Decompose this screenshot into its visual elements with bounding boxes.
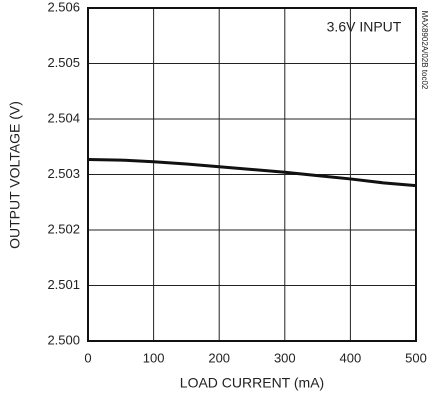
y-tick-label: 2.506 [47,0,80,14]
x-tick-label: 400 [340,350,362,365]
plot-frame [87,7,417,342]
x-tick-label: 200 [208,350,230,365]
y-tick-label: 2.505 [47,55,80,70]
data-line [87,158,417,188]
x-axis-label: LOAD CURRENT (mA) [180,375,324,391]
y-tick-label: 2.500 [47,332,80,347]
y-axis-label: OUTPUT VOLTAGE (V) [7,101,23,249]
y-tick-label: 2.501 [47,277,80,292]
x-tick-label: 0 [84,350,91,365]
x-tick-label: 100 [143,350,165,365]
y-tick-label: 2.504 [47,110,80,125]
y-tick-label: 2.503 [47,166,80,181]
y-tick-label: 2.502 [47,221,80,236]
x-tick-label: 500 [405,350,427,365]
side-note: MAX8902A/02B toc02 [420,11,428,90]
x-tick-label: 300 [274,350,296,365]
annotation: 3.6V INPUT [327,19,402,35]
